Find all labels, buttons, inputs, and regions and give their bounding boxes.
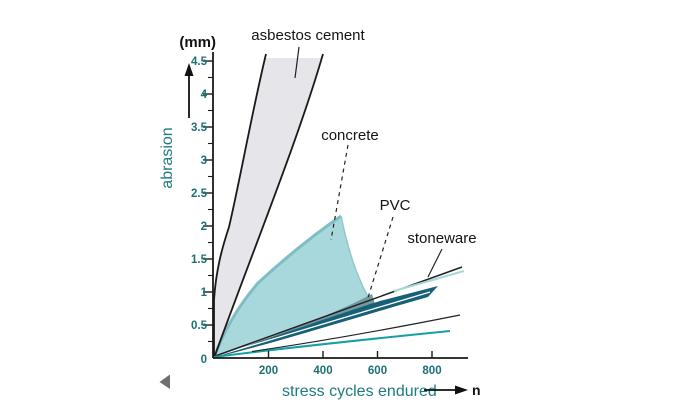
label-concrete: concrete xyxy=(321,127,379,144)
y-tick-3: 3 xyxy=(201,155,207,167)
pointer-asbestos xyxy=(294,46,300,79)
stoneware-lines xyxy=(213,266,465,358)
x-tick-labels: 200 400 600 800 xyxy=(259,365,442,377)
y-axis-unit-label: (mm) xyxy=(179,34,216,51)
right-arrow-icon xyxy=(424,385,468,395)
y-tick-0-5: 0.5 xyxy=(191,320,208,332)
y-axis-title: abrasion xyxy=(159,127,176,188)
label-stoneware: stoneware xyxy=(407,230,476,247)
pointer-stoneware xyxy=(427,248,443,278)
y-tick-4: 4 xyxy=(201,89,208,101)
x-axis-ticks xyxy=(267,351,433,358)
pointer-pvc xyxy=(366,216,394,302)
x-tick-800: 800 xyxy=(422,365,441,377)
y-tick-1-5: 1.5 xyxy=(191,254,208,266)
x-axis-title: stress cycles endured xyxy=(282,383,437,400)
pointer-concrete xyxy=(330,144,349,241)
y-tick-labels: 4.5 4 3.5 3 2.5 2 1.5 1 0.5 0 xyxy=(191,56,208,366)
y-tick-2-5: 2.5 xyxy=(191,188,208,200)
up-arrow-icon xyxy=(184,63,194,118)
pvc-band xyxy=(214,286,438,358)
asbestos-boundary-lines xyxy=(213,53,324,359)
x-tick-400: 400 xyxy=(313,365,332,377)
back-triangle-icon xyxy=(159,374,170,389)
y-axis-ticks xyxy=(203,60,213,343)
axes xyxy=(212,52,468,359)
y-tick-0: 0 xyxy=(201,354,207,366)
label-asbestos-cement: asbestos cement xyxy=(251,27,365,44)
y-tick-1: 1 xyxy=(201,287,208,299)
y-tick-3-5: 3.5 xyxy=(191,122,208,134)
y-tick-2: 2 xyxy=(201,221,207,233)
y-tick-4-5: 4.5 xyxy=(191,56,208,68)
x-tick-600: 600 xyxy=(368,365,387,377)
x-axis-unit-label: n xyxy=(472,382,481,398)
x-tick-200: 200 xyxy=(259,365,278,377)
label-pvc: PVC xyxy=(380,197,411,214)
auxiliary-lines xyxy=(213,314,461,358)
